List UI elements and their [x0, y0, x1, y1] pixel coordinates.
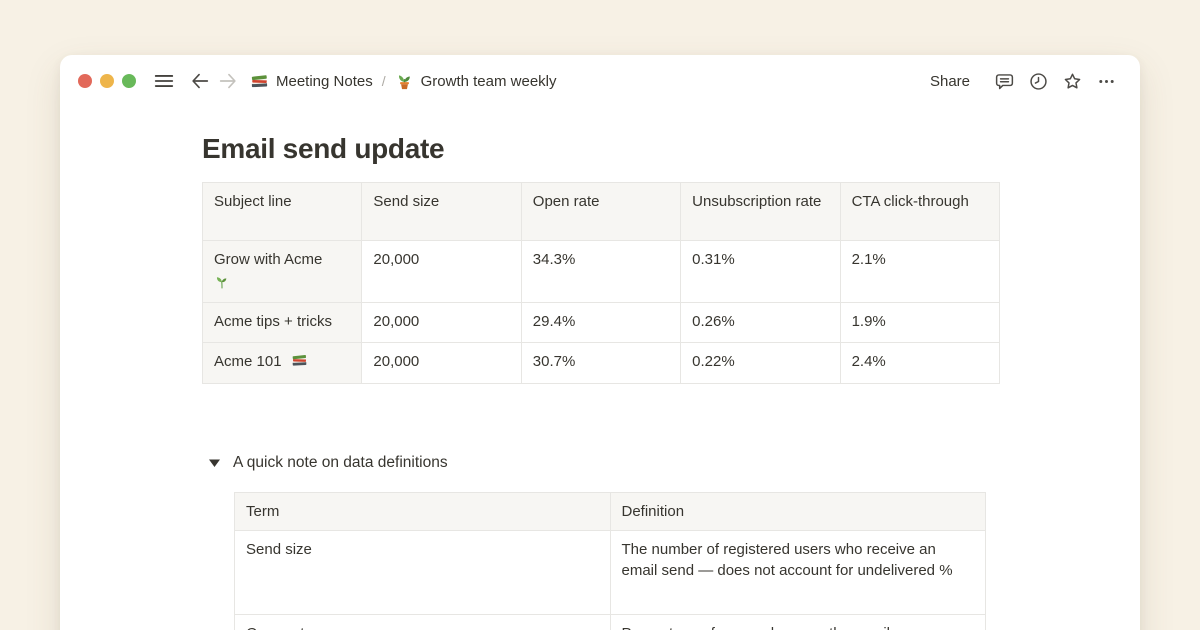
traffic-lights: [78, 74, 136, 88]
subject-cell[interactable]: Acme tips + tricks: [201, 302, 363, 343]
minimize-window-button[interactable]: [100, 74, 114, 88]
forward-arrow-icon[interactable]: [214, 67, 242, 95]
topbar-actions: Share: [922, 67, 1120, 95]
back-arrow-icon[interactable]: [186, 67, 214, 95]
zoom-window-button[interactable]: [122, 74, 136, 88]
table-cell[interactable]: 30.7%: [520, 342, 682, 384]
page-content: Email send update Subject line Send size…: [201, 131, 1001, 630]
favorite-star-icon[interactable]: [1058, 67, 1086, 95]
table-cell[interactable]: 2.4%: [839, 342, 1001, 384]
close-window-button[interactable]: [78, 74, 92, 88]
more-options-icon[interactable]: [1092, 67, 1120, 95]
table-row: Send size The number of registered users…: [234, 530, 986, 615]
books-emoji: [291, 352, 308, 375]
breadcrumb-label: Growth team weekly: [420, 72, 557, 90]
breadcrumb-separator: /: [381, 73, 386, 89]
definitions-table: Term Definition Send size The number of …: [234, 492, 986, 630]
table-cell[interactable]: 0.31%: [680, 240, 841, 303]
seedling-emoji: [214, 274, 350, 290]
share-button[interactable]: Share: [922, 69, 978, 94]
subject-cell[interactable]: Grow with Acme: [201, 240, 363, 303]
column-header[interactable]: Send size: [361, 182, 522, 241]
term-cell[interactable]: Open rate: [234, 614, 611, 630]
table-row: Acme tips + tricks 20,000 29.4% 0.26% 1.…: [201, 302, 1001, 343]
table-row: Open rate Percentage of users who open t…: [234, 614, 986, 630]
potted-plant-emoji: [395, 72, 414, 91]
breadcrumb-item-meeting-notes[interactable]: Meeting Notes: [250, 72, 373, 91]
comments-icon[interactable]: [990, 67, 1018, 95]
table-row: Acme 101 20,000 30.7%: [201, 342, 1001, 384]
window-topbar: Meeting Notes / Growth team weekly Share: [60, 55, 1140, 107]
definitions-header-row: Term Definition: [234, 492, 986, 531]
breadcrumb-item-growth-team-weekly[interactable]: Growth team weekly: [395, 72, 557, 91]
table-cell[interactable]: 34.3%: [520, 240, 682, 303]
term-cell[interactable]: Send size: [234, 530, 611, 615]
table-cell[interactable]: 20,000: [361, 342, 522, 384]
definition-cell[interactable]: Percentage of users who open the email: [609, 614, 986, 630]
breadcrumb-label: Meeting Notes: [276, 72, 373, 90]
metrics-header-row: Subject line Send size Open rate Unsubsc…: [201, 182, 1001, 241]
column-header[interactable]: Unsubscription rate: [680, 182, 841, 241]
column-header[interactable]: Open rate: [520, 182, 682, 241]
column-header[interactable]: Term: [234, 492, 611, 531]
column-header[interactable]: Subject line: [201, 182, 363, 241]
subject-cell[interactable]: Acme 101: [201, 342, 363, 384]
toggle-triangle-icon[interactable]: [202, 451, 226, 475]
column-header[interactable]: Definition: [609, 492, 986, 531]
toggle-children: Term Definition Send size The number of …: [234, 492, 1000, 630]
toggle-label: A quick note on data definitions: [233, 454, 448, 471]
breadcrumb: Meeting Notes / Growth team weekly: [250, 72, 557, 91]
table-cell[interactable]: 0.22%: [680, 342, 841, 384]
books-emoji: [250, 72, 269, 91]
app-window: Meeting Notes / Growth team weekly Share: [60, 55, 1140, 630]
updates-clock-icon[interactable]: [1024, 67, 1052, 95]
sidebar-menu-icon[interactable]: [150, 67, 178, 95]
toggle-data-definitions[interactable]: A quick note on data definitions: [202, 451, 1000, 475]
table-cell[interactable]: 20,000: [361, 240, 522, 303]
table-cell[interactable]: 0.26%: [680, 302, 841, 343]
column-header[interactable]: CTA click-through: [839, 182, 1001, 241]
page-title[interactable]: Email send update: [202, 133, 445, 164]
table-cell[interactable]: 2.1%: [839, 240, 1001, 303]
table-cell[interactable]: 1.9%: [839, 302, 1001, 343]
metrics-table: Subject line Send size Open rate Unsubsc…: [201, 182, 1001, 384]
table-row: Grow with Acme 20,000 34.3% 0.31% 2.1%: [201, 240, 1001, 303]
table-cell[interactable]: 29.4%: [520, 302, 682, 343]
definition-cell[interactable]: The number of registered users who recei…: [609, 530, 986, 615]
table-cell[interactable]: 20,000: [361, 302, 522, 343]
